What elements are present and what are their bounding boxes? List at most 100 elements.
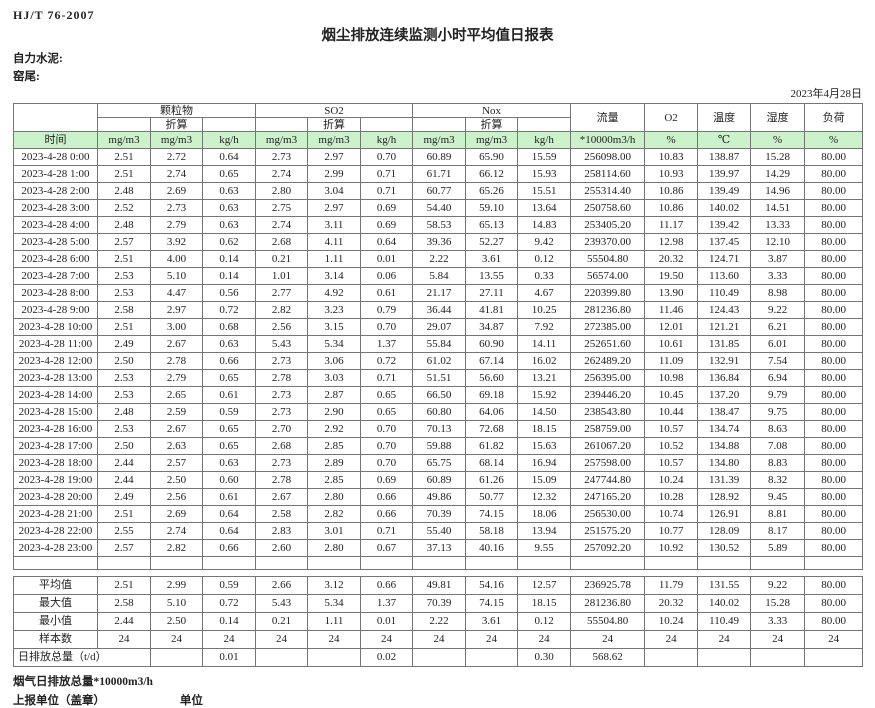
- cell-daily-total: 0.01: [201, 648, 257, 667]
- cell-value: 55.40: [412, 522, 467, 540]
- cell-value: 80.00: [804, 369, 864, 387]
- cell-value: 11.17: [644, 216, 699, 234]
- cell-value: 2.44: [97, 454, 151, 472]
- table-row: 2023-4-28 22:00 2.55 2.74 0.64 2.83 3.01 0.71 5…: [13, 522, 864, 540]
- cell-value: 9.45: [750, 488, 806, 506]
- cell-value: 2.49: [97, 335, 151, 353]
- cell-value: 7.92: [517, 318, 572, 336]
- cell-value: 251575.20: [570, 522, 646, 540]
- cell-value: 247165.20: [570, 488, 646, 506]
- cell-spacer: [751, 570, 805, 577]
- header-group-nox: Nox: [412, 103, 572, 118]
- cell-value: 0.70: [360, 318, 414, 336]
- cell-value: 10.86: [644, 182, 699, 200]
- header-blank: [201, 117, 257, 132]
- cell-value: 2.80: [255, 182, 309, 200]
- cell-value: 0.65: [201, 165, 257, 183]
- cell-value: 80.00: [804, 284, 864, 302]
- cell-value: 24: [360, 630, 414, 649]
- cell-time: 2023-4-28 15:00: [13, 403, 98, 421]
- cell-value: 80.00: [804, 522, 864, 540]
- cell-value: 2.79: [150, 216, 203, 234]
- cell-value: 2.58: [255, 505, 309, 523]
- cell-value: 18.15: [517, 594, 572, 613]
- cell-value: 272385.00: [570, 318, 646, 336]
- cell-empty: [307, 556, 362, 570]
- cell-value: 2.67: [150, 420, 203, 438]
- table-row: 2023-4-28 20:00 2.49 2.56 0.61 2.67 2.80 0.66 4…: [13, 488, 864, 506]
- cell-value: 65.13: [465, 216, 519, 234]
- cell-value: 0.65: [201, 437, 257, 455]
- cell-value: 220399.80: [570, 284, 646, 302]
- cell-spacer: [361, 570, 413, 577]
- cell-value: 15.59: [517, 148, 572, 166]
- table-row: 2023-4-28 17:00 2.50 2.63 0.65 2.68 2.85 0.70 5…: [13, 437, 864, 455]
- cell-value: 128.09: [697, 522, 752, 540]
- header-blank: [517, 117, 572, 132]
- cell-value: 239370.00: [570, 233, 646, 251]
- cell-value: 2.67: [255, 488, 309, 506]
- cell-value: 2.48: [97, 182, 151, 200]
- unit-humidity: %: [750, 131, 806, 149]
- cell-daily-total: 0.02: [360, 648, 414, 667]
- cell-value: 65.75: [412, 454, 467, 472]
- cell-value: 2.74: [255, 216, 309, 234]
- cell-value: 2.68: [255, 437, 309, 455]
- table-row: 2023-4-28 18:00 2.44 2.57 0.63 2.73 2.89 0.70 6…: [13, 454, 864, 472]
- cell-time: 2023-4-28 9:00: [13, 301, 98, 319]
- cell-time: 2023-4-28 16:00: [13, 420, 98, 438]
- cell-value: 4.92: [307, 284, 362, 302]
- cell-value: 5.34: [307, 335, 362, 353]
- cell-value: 2.53: [97, 420, 151, 438]
- cell-value: 0.66: [360, 488, 414, 506]
- cell-value: 110.49: [697, 612, 752, 631]
- header-blank: [97, 117, 151, 132]
- cell-value: 5.43: [255, 594, 309, 613]
- cell-value: 61.26: [465, 471, 519, 489]
- cell-value: 2.73: [255, 352, 309, 370]
- table-row: 2023-4-28 9:00 2.58 2.97 0.72 2.82 3.23 0.79 36…: [13, 301, 864, 319]
- cell-value: 15.28: [750, 148, 806, 166]
- header-flow: 流量: [570, 103, 646, 132]
- cell-value: 61.02: [412, 352, 467, 370]
- cell-value: 49.81: [412, 576, 467, 595]
- cell-value: 80.00: [804, 576, 864, 595]
- cell-empty: [360, 556, 414, 570]
- cell-value: 2.80: [307, 539, 362, 557]
- cell-value: 9.75: [750, 403, 806, 421]
- cell-spacer: [14, 570, 98, 577]
- cell-value: 137.20: [697, 386, 752, 404]
- cell-value: 3.01: [307, 522, 362, 540]
- cell-value: 0.66: [360, 576, 414, 595]
- cell-value: 15.51: [517, 182, 572, 200]
- cell-value: 252651.60: [570, 335, 646, 353]
- cell-value: 54.40: [412, 199, 467, 217]
- cell-value: 2.92: [307, 420, 362, 438]
- cell-value: 0.69: [360, 471, 414, 489]
- cell-value: 70.39: [412, 505, 467, 523]
- cell-value: 2.53: [97, 386, 151, 404]
- cell-value: 2.49: [97, 488, 151, 506]
- cell-value: 12.98: [644, 233, 699, 251]
- cell-value: 0.71: [360, 369, 414, 387]
- cell-value: 258114.60: [570, 165, 646, 183]
- table-row: 2023-4-28 0:00 2.51 2.72 0.64 2.73 2.97 0.70 60…: [13, 148, 864, 166]
- header-group-pm: 颗粒物: [96, 103, 257, 118]
- cell-value: 24: [307, 630, 362, 649]
- cell-value: 2.56: [150, 488, 203, 506]
- cell-value: 3.03: [307, 369, 362, 387]
- cell-value: 14.11: [517, 335, 572, 353]
- cell-value: 2.97: [307, 199, 362, 217]
- cell-value: 5.89: [750, 539, 806, 557]
- cell-value: 0.66: [201, 539, 257, 557]
- cell-value: 2.63: [150, 437, 203, 455]
- cell-value: 0.33: [517, 267, 572, 285]
- cell-value: 1.11: [307, 612, 362, 631]
- cell-value: 24: [697, 630, 752, 649]
- cell-time: 2023-4-28 7:00: [13, 267, 98, 285]
- cell-value: 20.32: [644, 594, 699, 613]
- cell-value: 0.61: [360, 284, 414, 302]
- header-time-label: 时间: [13, 131, 98, 149]
- cell-value: 2.57: [97, 539, 151, 557]
